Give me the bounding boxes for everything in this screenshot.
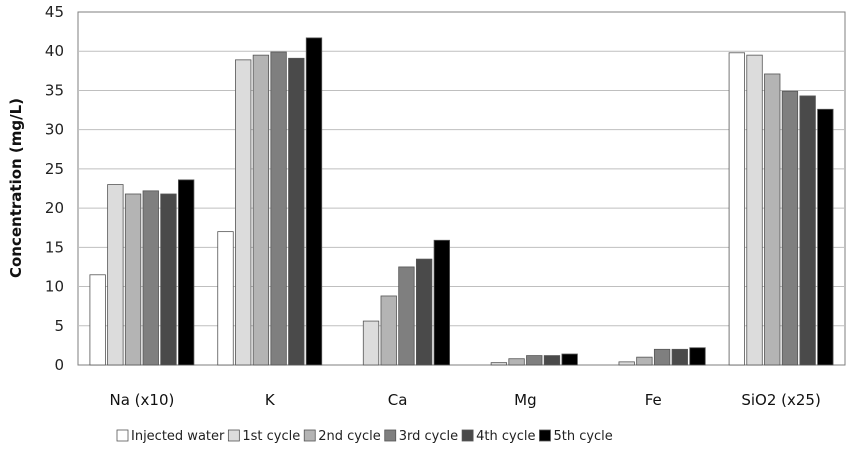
legend-label: 1st cycle <box>242 429 300 444</box>
x-tick-label: Na (x10) <box>109 391 174 409</box>
bar-5-4 <box>653 348 671 366</box>
bar-1-6 <box>178 179 195 366</box>
bar-6-3 <box>764 73 781 366</box>
bar-2-3 <box>252 54 270 366</box>
bar-6-6 <box>817 108 834 366</box>
legend-swatch <box>461 429 474 442</box>
y-tick-label: 15 <box>45 238 64 256</box>
legend-swatch <box>539 429 551 442</box>
bar-1-3 <box>124 193 142 366</box>
bar-2-5 <box>288 57 305 366</box>
bar-4-3 <box>508 358 525 366</box>
legend-swatch <box>303 429 316 442</box>
bar-5-5 <box>671 348 688 366</box>
legend-label: 5th cycle <box>553 429 612 444</box>
bar-5-2 <box>618 361 635 366</box>
legend: Injected water 1st cycle 2nd cycle 3rd cycl… <box>116 429 613 444</box>
bar-4-4 <box>526 355 543 366</box>
bar-3-4 <box>398 266 415 366</box>
legend-swatch <box>384 429 397 442</box>
y-tick-label: 45 <box>45 3 64 21</box>
bar-6-4 <box>781 90 799 366</box>
legend-label: 3rd cycle <box>399 429 458 444</box>
y-tick-label: 40 <box>45 42 64 60</box>
y-tick-label: 5 <box>54 317 64 335</box>
x-tick-label: Ca <box>388 391 408 409</box>
legend-swatch <box>227 429 240 442</box>
legend-label: 2nd cycle <box>318 429 381 444</box>
plot-area: 0 5 10 15 20 25 30 35 40 45 Na (x10) K Ca Mg Fe SiO2 (x… <box>45 3 846 409</box>
y-axis-label: Concentration (mg/L) <box>7 98 25 278</box>
y-tick-label: 10 <box>45 278 64 296</box>
bar-3-2 <box>362 320 380 366</box>
x-tick-label: K <box>265 391 276 409</box>
plot-frame <box>77 11 846 366</box>
legend-label: 4th cycle <box>476 429 535 444</box>
bar-1-2 <box>107 184 124 366</box>
bar-1-1 <box>89 274 106 366</box>
bar-6-2 <box>746 54 763 366</box>
bar-5-3 <box>636 356 653 366</box>
bar-2-1 <box>217 231 234 366</box>
bar-3-5 <box>415 258 433 366</box>
x-tick-label: Mg <box>514 391 536 409</box>
y-tick-label: 20 <box>45 199 64 217</box>
bar-4-6 <box>561 353 578 366</box>
bar-4-5 <box>543 355 561 366</box>
bar-5-6 <box>689 347 706 366</box>
legend-swatch <box>116 429 129 442</box>
bar-2-4 <box>270 51 287 366</box>
y-tick-label: 0 <box>54 356 64 374</box>
bar-2-2 <box>235 59 252 366</box>
bar-3-6 <box>433 239 450 366</box>
y-tick-label: 35 <box>45 81 64 99</box>
bar-6-1 <box>728 52 745 366</box>
bar-6-5 <box>799 95 816 366</box>
bar-4-2 <box>490 362 508 366</box>
y-tick-label: 30 <box>45 121 64 139</box>
legend-label: Injected water <box>131 429 225 444</box>
bar-1-5 <box>160 193 177 366</box>
y-tick-label: 25 <box>45 160 64 178</box>
x-tick-label: SiO2 (x25) <box>741 391 820 409</box>
bar-2-6 <box>305 37 323 366</box>
x-tick-label: Fe <box>645 391 662 409</box>
bar-1-4 <box>142 190 159 366</box>
bar-3-3 <box>380 295 397 366</box>
